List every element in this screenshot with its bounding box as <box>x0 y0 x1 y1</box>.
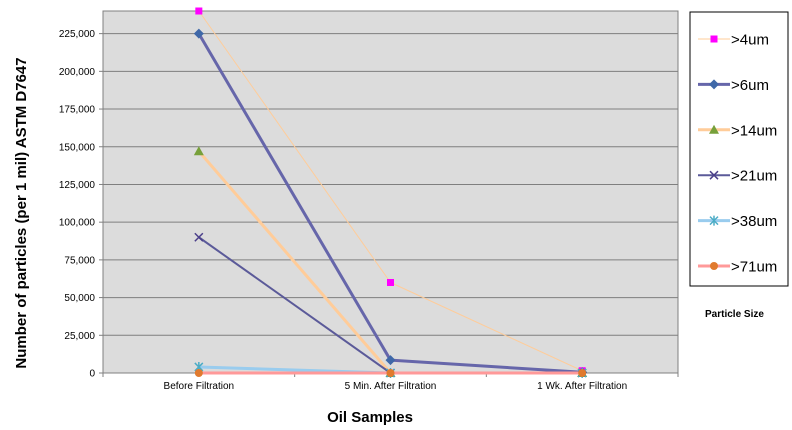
series-6 <box>194 369 587 377</box>
data-point <box>387 279 394 286</box>
legend-entry-6: >71um <box>698 259 777 276</box>
legend-label: >6um <box>731 77 769 94</box>
data-point <box>386 369 395 377</box>
legend-entry-2: >6um <box>698 77 769 94</box>
legend: >4um >6um >14um >21um >38um >71um <box>698 32 777 276</box>
y-tick-label: 75,000 <box>64 255 95 266</box>
legend-marker <box>710 35 718 43</box>
y-tick-label: 150,000 <box>59 142 96 153</box>
data-point <box>193 28 204 39</box>
legend-marker <box>709 215 719 226</box>
legend-label: >38um <box>731 213 777 230</box>
legend-title: Particle Size <box>705 309 764 320</box>
legend-label: >71um <box>731 259 777 276</box>
x-tick-label: 1 Wk. After Filtration <box>537 381 627 392</box>
legend-marker <box>710 262 718 270</box>
legend-label: >14um <box>731 122 777 139</box>
data-point <box>195 7 203 15</box>
y-tick-label: 225,000 <box>59 29 96 40</box>
y-tick-label: 50,000 <box>64 293 95 304</box>
data-point <box>193 146 204 156</box>
legend-entry-1: >4um <box>698 32 769 49</box>
legend-label: >4um <box>731 32 769 49</box>
y-tick-label: 200,000 <box>59 67 96 78</box>
series-layer <box>193 7 588 378</box>
legend-box <box>689 11 789 287</box>
legend-entry-3: >14um <box>698 122 777 139</box>
legend-entry-4: >21um <box>698 168 777 185</box>
y-tick-label: 175,000 <box>59 105 96 116</box>
y-tick-label: 0 <box>89 369 95 380</box>
data-point <box>385 355 396 366</box>
data-point <box>194 369 203 377</box>
data-point <box>194 232 204 242</box>
y-tick-label: 125,000 <box>59 180 96 191</box>
x-axis-title: Oil Samples <box>327 409 413 426</box>
data-point <box>578 369 587 377</box>
x-tick-label: Before Filtration <box>164 381 235 392</box>
legend-marker <box>709 170 719 180</box>
legend-marker <box>709 124 719 134</box>
y-tick-label: 25,000 <box>64 331 95 342</box>
y-tick-label: 100,000 <box>59 218 96 229</box>
legend-entry-5: >38um <box>698 213 777 230</box>
x-tick-label: 5 Min. After Filtration <box>345 381 437 392</box>
y-axis-title: Number of particles (per 1 mil) ASTM D76… <box>13 57 30 368</box>
legend-marker <box>709 79 719 90</box>
y-axis-ticks: 0 25,000 50,000 75,000 100,000 125,000 150,000… <box>59 29 103 380</box>
legend-label: >21um <box>731 168 777 185</box>
plot-area <box>102 10 679 374</box>
